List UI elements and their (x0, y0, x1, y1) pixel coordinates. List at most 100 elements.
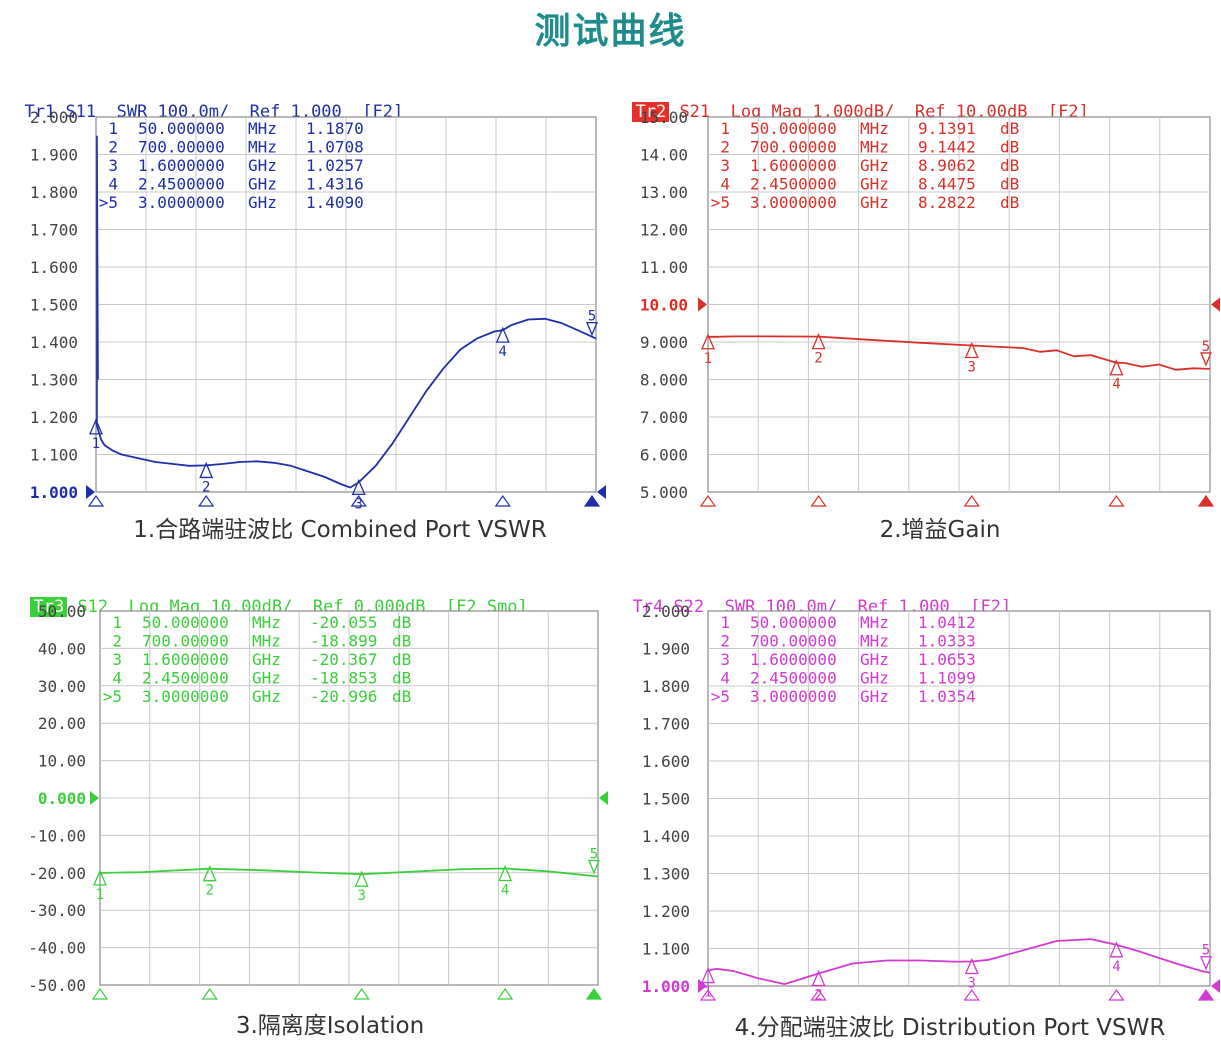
marker-number: >5 (711, 687, 730, 706)
marker-label: 5 (1202, 943, 1210, 959)
marker-label: 5 (588, 309, 596, 325)
y-tick-label: 15.00 (640, 108, 688, 127)
y-tick-label: 50.00 (38, 602, 86, 621)
marker-label: 5 (590, 847, 598, 863)
y-tick-label: 1.700 (30, 221, 78, 240)
marker-frequency: 700.00000 (142, 632, 229, 651)
marker-number: >5 (103, 687, 122, 706)
marker-value: 1.0412 (918, 613, 976, 632)
y-tick-label: -40.00 (28, 939, 86, 958)
marker-triangle-down (588, 859, 600, 875)
axis-marker-triangle (497, 987, 514, 1000)
y-tick-label: 1.800 (642, 677, 690, 696)
marker-triangle-up (701, 966, 715, 984)
marker-unit: GHz (252, 669, 281, 688)
axis-marker-triangle (810, 494, 827, 507)
y-tick-label: 1.600 (642, 752, 690, 771)
y-tick-label: 2.000 (642, 602, 690, 621)
axis-marker-triangle (1108, 494, 1125, 507)
panel-4-caption: 4.分配端驻波比 Distribution Port VSWR (734, 1015, 1166, 1041)
marker-frequency: 50.000000 (750, 613, 837, 632)
marker-unit: GHz (248, 156, 277, 175)
y-tick-label: 9.000 (640, 333, 688, 352)
marker-frequency: 3.0000000 (750, 193, 837, 212)
y-tick-label: 1.800 (30, 183, 78, 202)
marker-triangle-up (811, 332, 826, 350)
marker-value-unit: dB (1000, 119, 1019, 138)
panel-1-caption: 1.合路端驻波比 Combined Port VSWR (133, 517, 547, 543)
marker-label: 3 (357, 888, 365, 904)
marker-label: 3 (968, 976, 976, 992)
marker-unit: MHz (860, 613, 889, 632)
y-tick-label: 1.000 (642, 977, 690, 996)
marker-table: 1 50.000000 MHz 1.0412 2 700.00000 MHz 1.0333 3 1… (711, 613, 976, 706)
marker-value-unit: dB (392, 687, 411, 706)
marker-label: 2 (814, 988, 822, 1004)
marker-frequency: 1.6000000 (750, 156, 837, 175)
reference-arrow-right (1211, 297, 1220, 312)
marker-frequency: 700.00000 (138, 138, 225, 157)
y-tick-label: 1.000 (30, 483, 78, 502)
axis-marker-triangle (1197, 988, 1215, 1001)
marker-frequency: 50.000000 (750, 119, 837, 138)
chart-panel-3: 50.00 40.00 30.00 20.00 10.00 0.000 -10.00 -20.… (28, 602, 608, 1000)
marker-label: 1 (704, 351, 712, 367)
marker-label: 3 (968, 360, 976, 376)
y-tick-label: 1.900 (30, 146, 78, 165)
y-tick-label: 7.000 (640, 408, 688, 427)
reference-arrow-left (698, 297, 707, 312)
panel-2-caption: 2.增益Gain (879, 517, 1001, 543)
marker-value: 9.1391 (918, 119, 976, 138)
marker-unit: MHz (252, 613, 281, 632)
marker-number: 3 (108, 156, 118, 175)
axis-marker-triangle (201, 987, 218, 1000)
marker-number: 2 (108, 138, 118, 157)
marker-triangle-up (964, 341, 979, 359)
marker-frequency: 2.4500000 (750, 669, 837, 688)
reference-arrow-left (90, 791, 99, 805)
marker-frequency: 3.0000000 (138, 193, 225, 212)
marker-number: 3 (720, 650, 730, 669)
y-tick-label: -50.00 (28, 976, 86, 995)
marker-number: 3 (720, 156, 730, 175)
marker-unit: MHz (248, 138, 277, 157)
marker-value-unit: dB (392, 632, 411, 651)
marker-value-unit: dB (1000, 193, 1019, 212)
marker-unit: MHz (860, 632, 889, 651)
marker-triangle-down (1200, 352, 1212, 367)
marker-unit: GHz (252, 687, 281, 706)
y-tick-label: 10.00 (38, 752, 86, 771)
marker-label: 4 (501, 883, 509, 899)
y-tick-label: 40.00 (38, 639, 86, 658)
marker-unit: GHz (860, 175, 889, 194)
marker-frequency: 2.4500000 (142, 669, 229, 688)
marker-value-unit: dB (392, 650, 411, 669)
marker-triangle-up (202, 865, 217, 882)
chart-panel-4: 2.000 1.900 1.800 1.700 1.600 1.500 1.400 1.300… (642, 602, 1220, 1004)
axis-marker-triangle (963, 988, 980, 1001)
marker-label: 1 (92, 436, 100, 452)
y-tick-label: 11.00 (640, 258, 688, 277)
marker-triangle-up (964, 957, 979, 975)
marker-value: 8.9062 (918, 156, 976, 175)
marker-number: 2 (720, 138, 730, 157)
marker-value: 1.0354 (918, 687, 976, 706)
y-tick-label: 1.900 (642, 640, 690, 659)
trace-label: Tr2 (632, 102, 670, 122)
marker-unit: GHz (860, 669, 889, 688)
trace-line (99, 867, 599, 878)
reference-arrow-left (698, 979, 707, 993)
marker-triangle-up (93, 869, 107, 886)
trace-label: Tr4 (632, 597, 664, 617)
axis-marker-triangle (583, 494, 601, 507)
y-tick-label: 1.200 (642, 902, 690, 921)
marker-number: >5 (99, 193, 118, 212)
axis-marker-triangle (585, 987, 603, 1000)
marker-frequency: 1.6000000 (142, 650, 229, 669)
marker-triangle-down (586, 321, 598, 337)
y-tick-label: 1.100 (642, 940, 690, 959)
y-tick-label: 10.00 (640, 296, 688, 315)
trace-line (95, 317, 597, 489)
marker-number: 1 (108, 119, 118, 138)
marker-number: 1 (720, 119, 730, 138)
